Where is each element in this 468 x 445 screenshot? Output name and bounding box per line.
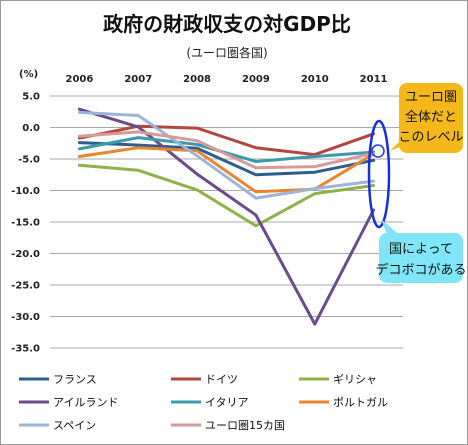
- x-tick-labels: 2006 2007 2008 2009 2010 2011: [65, 74, 387, 85]
- legend-label: ユーロ圏15カ国: [205, 419, 285, 432]
- y-tick-label: 5.0: [22, 92, 40, 103]
- callout-euro-area-box: [399, 83, 463, 153]
- legend-label: フランス: [53, 373, 97, 386]
- legend-label: ポルトガル: [333, 396, 388, 409]
- y-tick-label: -15.0: [11, 218, 40, 229]
- callout-variation-box: [379, 233, 463, 283]
- y-tick-label: -10.0: [11, 186, 40, 197]
- chart-title: 政府の財政収支の対GDP比: [103, 12, 351, 36]
- callout-variation: 国によって デコボコがある: [375, 219, 467, 283]
- callout-euro-area-line-3: このレベル: [398, 130, 463, 145]
- y-tick-labels: 5.0 0.0 -5.0 -10.0 -15.0 -20.0 -25.0 -30.0 -35.0: [11, 92, 40, 355]
- series-lines: [77, 107, 376, 326]
- x-tick-label: 2011: [360, 74, 388, 85]
- callout-variation-line-2: デコボコがある: [375, 262, 466, 278]
- legend-label: ギリシャ: [333, 373, 377, 386]
- x-tick-label: 2006: [65, 74, 93, 85]
- y-tick-label: 0.0: [22, 123, 40, 134]
- gridlines: [50, 95, 403, 349]
- series-line-6: [77, 146, 376, 194]
- y-axis-unit: (%): [19, 69, 38, 80]
- y-tick-label: -5.0: [18, 155, 40, 166]
- x-tick-label: 2007: [124, 74, 152, 85]
- callout-variation-line-1: 国によって: [389, 242, 453, 257]
- y-tick-label: -30.0: [11, 312, 40, 323]
- series-line-7: [77, 110, 376, 200]
- legend-label: イタリア: [205, 396, 249, 409]
- x-tick-label: 2009: [242, 74, 270, 85]
- euro-area-circle: [371, 144, 385, 158]
- legend-label: ドイツ: [205, 373, 238, 386]
- callout-euro-area: ユーロ圏 全体だと このレベル: [390, 83, 464, 153]
- x-tick-label: 2010: [301, 74, 329, 85]
- chart-subtitle: (ユーロ圏各国): [186, 45, 267, 60]
- y-tick-label: -25.0: [11, 281, 40, 292]
- series-line-3: [77, 163, 376, 228]
- y-tick-label: -20.0: [11, 249, 40, 260]
- series-line-2: [77, 124, 376, 157]
- x-tick-label: 2008: [183, 74, 211, 85]
- legend-label: アイルランド: [53, 396, 118, 409]
- series-line-1: [77, 141, 376, 177]
- series-line-8: [77, 130, 376, 170]
- callout-euro-area-line-2: 全体だと: [405, 109, 457, 125]
- callout-euro-area-line-1: ユーロ圏: [405, 90, 457, 105]
- highlight-ellipse: [367, 119, 391, 229]
- legend-label: スペイン: [53, 419, 96, 432]
- series-line-4: [77, 107, 376, 326]
- y-tick-label: -35.0: [11, 344, 40, 355]
